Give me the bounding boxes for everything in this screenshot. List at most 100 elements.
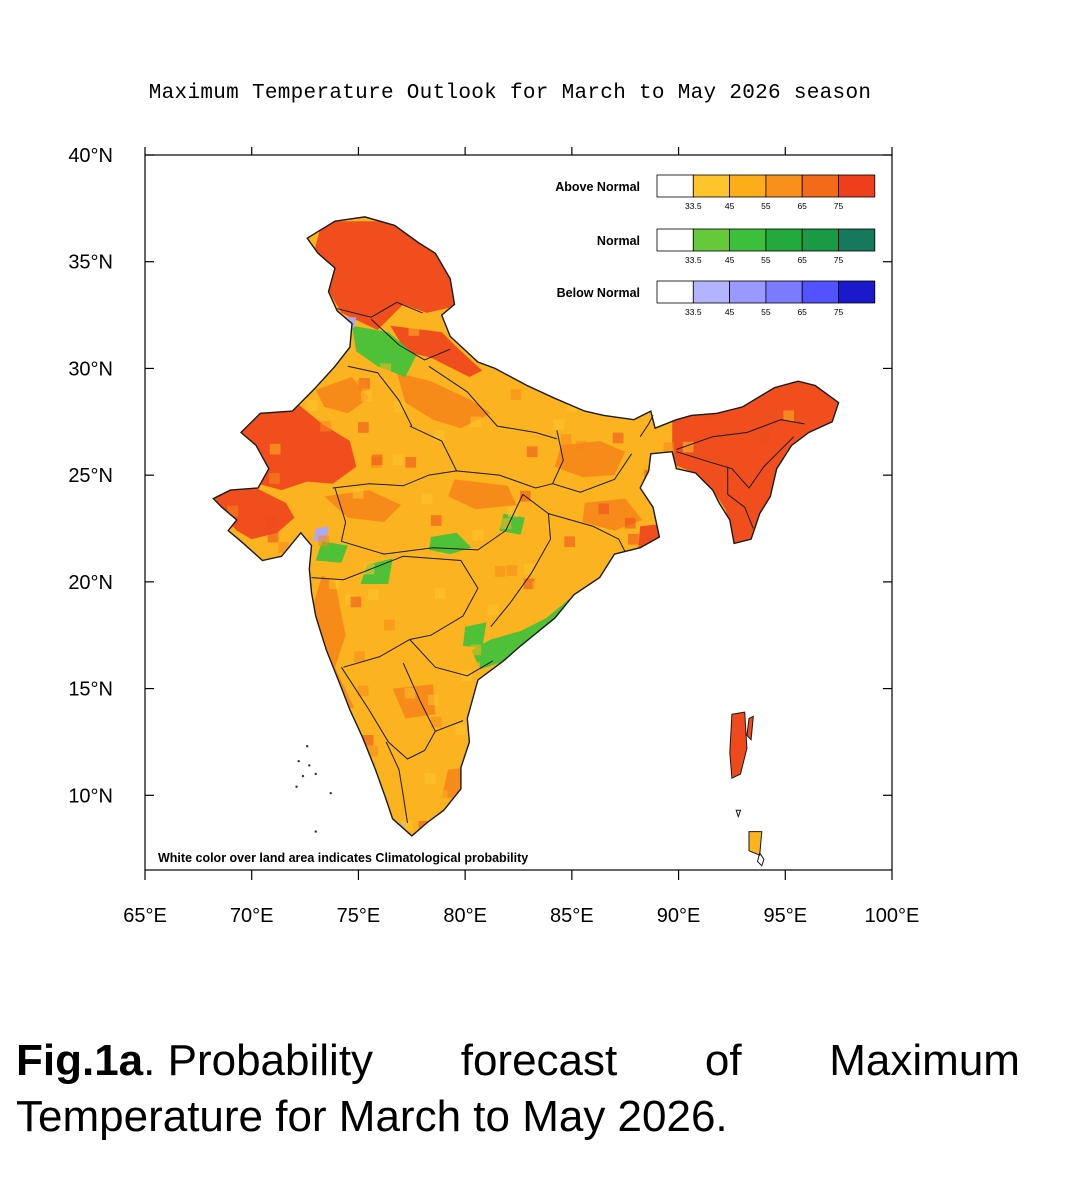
grid-cell	[371, 454, 383, 466]
map-title: Maximum Temperature Outlook for March to…	[148, 82, 872, 105]
legend-swatch	[729, 174, 767, 198]
andaman-islet	[746, 715, 754, 741]
grid-cell	[455, 724, 467, 735]
grid-cell	[320, 420, 331, 432]
caption-word-forecast: forecast	[460, 1036, 618, 1085]
legend-tick: 65	[797, 201, 807, 211]
grid-cell	[306, 400, 318, 411]
lat-label: 20°N	[68, 572, 113, 594]
legend-swatch	[692, 174, 730, 198]
legend-swatch	[838, 228, 876, 252]
lat-label: 35°N	[68, 252, 113, 274]
lakshadweep-island	[308, 764, 311, 767]
grid-cell	[783, 410, 794, 422]
grid-cell	[361, 390, 372, 402]
grid-cell	[471, 600, 483, 612]
region-green	[463, 622, 487, 648]
grid-cell	[328, 578, 340, 590]
lat-label: 25°N	[68, 465, 113, 487]
grid-cell	[366, 689, 377, 700]
grid-cell	[506, 565, 518, 576]
grid-cell	[598, 503, 610, 515]
grid-cell	[358, 422, 369, 433]
lon-label: 100°E	[865, 905, 920, 927]
grid-cell	[350, 596, 362, 608]
caption-line-2: Temperature for March to May 2026.	[16, 1092, 728, 1141]
region-orange	[396, 372, 491, 429]
legend-swatch	[765, 228, 803, 252]
state-border	[727, 466, 754, 529]
state-border	[676, 419, 805, 450]
grid-cell	[421, 493, 433, 505]
grid-cell	[392, 454, 404, 466]
state-border	[428, 365, 558, 440]
grid-cell	[266, 516, 278, 528]
lakshadweep-island	[297, 759, 300, 763]
lon-label: 70°E	[230, 905, 274, 927]
lon-label: 80°E	[443, 905, 487, 927]
legend-tick: 75	[834, 201, 844, 211]
grid-cell	[427, 694, 439, 706]
grid-cell	[269, 443, 281, 455]
legend-tick: 55	[761, 201, 771, 211]
grid-cell	[566, 401, 578, 412]
lakshadweep-island	[301, 774, 305, 778]
region-green	[352, 325, 417, 377]
lon-label: 90°E	[657, 905, 701, 927]
caption-word-of: of	[704, 1036, 742, 1085]
grid-cell	[227, 505, 239, 517]
region-orange	[315, 377, 370, 414]
legend-label-0: Above Normal	[555, 180, 640, 194]
grid-cell	[526, 446, 538, 458]
grid-cell	[356, 380, 368, 391]
caption-word-1: Fig.1a. Probability	[16, 1033, 373, 1089]
grid-cell	[394, 401, 405, 413]
grid-cell	[431, 716, 442, 728]
legend-label-1: Normal	[597, 234, 640, 248]
andaman-islands	[729, 711, 748, 779]
state-border	[385, 741, 408, 824]
legend-tick: 33.5	[685, 201, 702, 211]
legend: Above Normal 33.5 45 55 65 75 Normal 33.5 45 55 65…	[555, 174, 876, 317]
grid-cell	[564, 536, 575, 548]
state-border	[676, 436, 795, 489]
lakshadweep-island	[329, 791, 332, 795]
lakshadweep-island	[306, 745, 309, 748]
region-orange	[324, 490, 402, 523]
grid-cell	[363, 563, 375, 575]
legend-label-2: Below Normal	[557, 286, 640, 300]
grid-cell	[354, 651, 365, 663]
region-red	[672, 379, 839, 544]
grid-cell	[624, 517, 636, 529]
grid-cell	[628, 533, 639, 545]
grid-cell	[380, 363, 392, 375]
grid-cell	[278, 542, 289, 553]
grid-cell	[560, 434, 572, 445]
legend-swatch	[692, 280, 730, 304]
grid-cell	[367, 589, 379, 600]
region-red	[390, 325, 483, 377]
grid-cell	[576, 440, 587, 452]
legend-tick: 45	[725, 307, 735, 317]
land-base	[213, 216, 839, 836]
grid-cell	[404, 687, 416, 699]
state-border	[548, 513, 626, 553]
car-nicobar	[735, 809, 742, 819]
legend-swatch	[838, 174, 876, 198]
legend-tick: 33.5	[685, 255, 702, 265]
grid-cell	[759, 432, 771, 444]
grid-cell	[435, 588, 446, 599]
legend-swatch	[729, 228, 767, 252]
legend-tick: 55	[761, 255, 771, 265]
legend-swatch	[656, 280, 694, 304]
legend-tick: 75	[834, 307, 844, 317]
legend-swatch	[729, 280, 767, 304]
grid-cell	[424, 773, 436, 784]
grid-cell	[523, 578, 535, 590]
state-border	[332, 470, 457, 489]
state-border	[336, 301, 423, 318]
lon-label: 95°E	[763, 905, 807, 927]
legend-tick: 65	[797, 255, 807, 265]
caption-word-probability: . Probability	[143, 1036, 374, 1085]
legend-swatch	[801, 228, 839, 252]
